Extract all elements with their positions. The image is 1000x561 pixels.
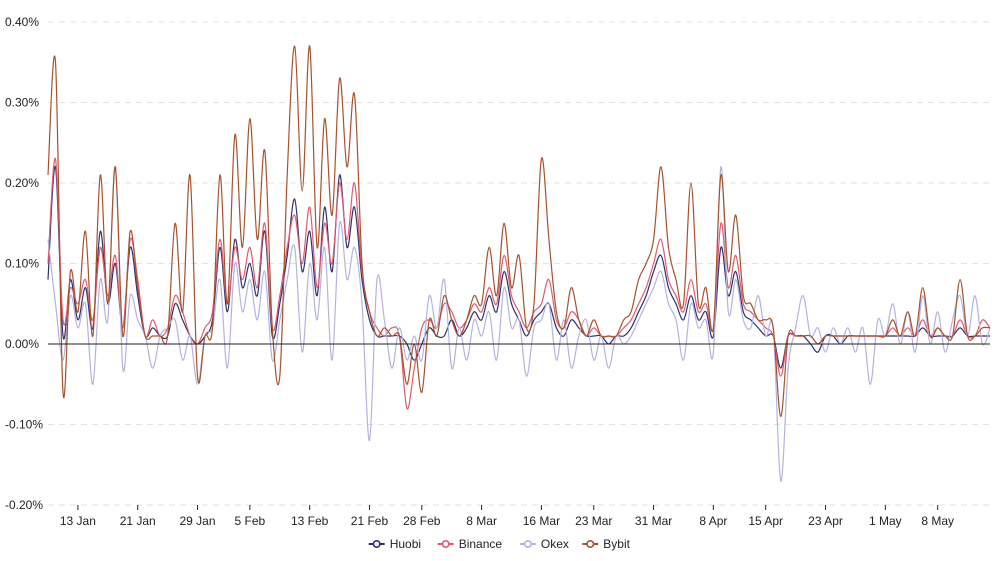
- series-lines: [47, 45, 991, 482]
- legend-item-okex[interactable]: Okex: [519, 537, 569, 551]
- x-tick-label: 8 Apr: [699, 514, 727, 528]
- y-tick-label: -0.10%: [5, 418, 43, 432]
- y-tick-label: -0.20%: [5, 498, 43, 512]
- x-tick-label: 13 Feb: [291, 514, 329, 528]
- y-axis-ticks: -0.20% -0.10% 0.00% 0.10% 0.20% 0.30% 0.40%: [5, 15, 43, 512]
- legend-label: Huobi: [390, 537, 421, 551]
- x-tick-label: 16 Mar: [523, 514, 560, 528]
- legend-marker-icon: [372, 539, 381, 548]
- x-tick-label: 23 Mar: [575, 514, 612, 528]
- x-tick-label: 21 Jan: [120, 514, 156, 528]
- x-tick-label: 29 Jan: [180, 514, 216, 528]
- legend-item-binance[interactable]: Binance: [437, 537, 503, 551]
- x-tick-label: 8 May: [921, 514, 954, 528]
- x-tick-label: 8 Mar: [466, 514, 497, 528]
- x-tick-label: 13 Jan: [60, 514, 96, 528]
- series-line-okex: [47, 166, 991, 482]
- y-tick-label: 0.00%: [5, 337, 39, 351]
- series-line-huobi: [47, 166, 990, 369]
- y-tick-label: 0.40%: [5, 15, 39, 29]
- series-line-bybit: [47, 45, 991, 418]
- legend-label: Binance: [459, 537, 503, 551]
- y-tick-label: 0.20%: [5, 176, 39, 190]
- legend-marker-icon: [523, 539, 532, 548]
- legend-marker-icon: [586, 539, 595, 548]
- y-tick-label: 0.30%: [5, 96, 39, 110]
- grid-lines: [48, 21, 990, 506]
- x-tick-label: 21 Feb: [351, 514, 389, 528]
- legend-item-bybit[interactable]: Bybit: [582, 537, 631, 551]
- x-tick-label: 23 Apr: [808, 514, 843, 528]
- legend-label: Bybit: [603, 537, 630, 551]
- legend-item-huobi[interactable]: Huobi: [368, 537, 421, 551]
- y-tick-label: 0.10%: [5, 257, 39, 271]
- x-tick-label: 1 May: [869, 514, 902, 528]
- legend-marker-icon: [441, 539, 450, 548]
- x-tick-label: 15 Apr: [748, 514, 783, 528]
- x-tick-label: 31 Mar: [635, 514, 672, 528]
- legend-label: Okex: [541, 537, 569, 551]
- legend[interactable]: Huobi Binance Okex Bybit: [368, 537, 631, 551]
- x-axis-ticks: 13 Jan 21 Jan 29 Jan 5 Feb 13 Feb 21 Feb 28 Fe…: [60, 505, 954, 528]
- series-line-binance: [47, 158, 991, 410]
- x-tick-label: 28 Feb: [403, 514, 441, 528]
- x-tick-label: 5 Feb: [235, 514, 266, 528]
